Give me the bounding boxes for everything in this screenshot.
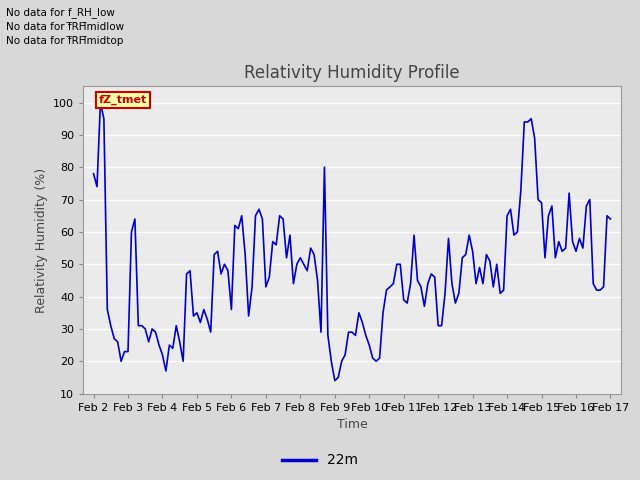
Title: Relativity Humidity Profile: Relativity Humidity Profile bbox=[244, 64, 460, 82]
Y-axis label: Relativity Humidity (%): Relativity Humidity (%) bbox=[35, 168, 47, 312]
Legend: 22m: 22m bbox=[276, 448, 364, 473]
Text: No data for f_RH_low: No data for f_RH_low bbox=[6, 7, 115, 18]
Text: fZ_tmet: fZ_tmet bbox=[99, 95, 147, 105]
Text: No data for f̅RH̅midlow: No data for f̅RH̅midlow bbox=[6, 22, 125, 32]
X-axis label: Time: Time bbox=[337, 418, 367, 431]
Text: No data for f̅RH̅midtop: No data for f̅RH̅midtop bbox=[6, 36, 124, 46]
